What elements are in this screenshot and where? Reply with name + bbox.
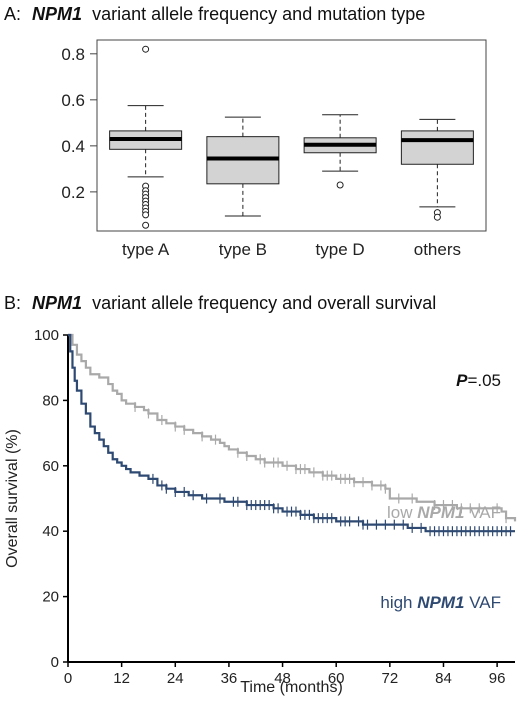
survival-chart: 0 20 40 60 80 100 0 12 24 36 48 60 72 84 96 Time (mont…: [4, 327, 517, 696]
boxplot-frame: [96, 39, 487, 232]
y-tick-label: 40: [42, 523, 59, 540]
low-vaf-label-post: VAF: [464, 503, 501, 522]
outlier-point: [142, 221, 150, 229]
boxplot-y-axis: 0.2 0.4 0.6 0.8: [61, 45, 97, 202]
survival-curve-high-vaf: [68, 333, 515, 533]
x-tick-label: 96: [489, 670, 506, 687]
x-tick-label: 84: [435, 670, 452, 687]
x-axis-title: Time (months): [240, 679, 343, 696]
survival-curve-low-vaf: [68, 333, 517, 522]
y-tick-label: 0: [51, 654, 59, 671]
panel-a-title-text: variant allele frequency and mutation ty…: [87, 4, 425, 24]
y-tick-label: 100: [34, 327, 59, 344]
y-tick-label: 0.4: [61, 137, 85, 156]
x-tick-label: type D: [316, 240, 365, 259]
y-tick-label: 0.2: [61, 183, 85, 202]
y-tick-label: 20: [42, 589, 59, 606]
survival-axes: 0 20 40 60 80 100 0 12 24 36 48 60 72 84 96: [34, 327, 515, 687]
high-vaf-label-pre: high: [380, 593, 417, 612]
y-tick-label: 0.8: [61, 45, 85, 64]
panel-b-title-gene: NPM1: [32, 293, 82, 313]
y-axis-title: Overall survival (%): [4, 429, 21, 568]
x-tick-label: 24: [167, 670, 184, 687]
panel-a-title: A: NPM1 variant allele frequency and mut…: [4, 4, 425, 24]
boxplot-x-axis: type A type B type D others: [122, 240, 461, 259]
box: [400, 130, 474, 165]
x-tick-label: 60: [328, 670, 345, 687]
x-tick-label: type B: [219, 240, 267, 259]
x-tick-label: 12: [113, 670, 130, 687]
p-value-number: =.05: [467, 371, 501, 390]
x-tick-label: 0: [64, 670, 72, 687]
high-vaf-label-gene: NPM1: [417, 593, 464, 612]
x-tick-label: 48: [274, 670, 291, 687]
outlier-point: [142, 45, 150, 53]
high-vaf-label: high NPM1 VAF: [380, 593, 501, 612]
y-tick-label: 0.6: [61, 91, 85, 110]
high-vaf-label-post: VAF: [464, 593, 501, 612]
outlier-point: [433, 213, 441, 221]
panel-b-title-text: variant allele frequency and overall sur…: [87, 293, 436, 313]
outlier-point: [336, 181, 344, 189]
low-vaf-label-gene: NPM1: [417, 503, 464, 522]
boxplot-chart: 0.2 0.4 0.6 0.8 type A type B type D others: [61, 39, 487, 259]
panel-b-label: B:: [4, 293, 21, 313]
x-tick-label: 72: [381, 670, 398, 687]
x-tick-label: 36: [221, 670, 238, 687]
y-tick-label: 60: [42, 458, 59, 475]
panel-a-title-gene: NPM1: [32, 4, 82, 24]
p-value-symbol: P: [456, 371, 468, 390]
boxplot-marks: [109, 45, 474, 229]
x-tick-label: others: [414, 240, 461, 259]
panel-a-label: A:: [4, 4, 21, 24]
p-value-label: P=.05: [456, 371, 501, 390]
low-vaf-label-pre: low: [387, 503, 417, 522]
survival-series: [68, 333, 517, 537]
panel-b-title: B: NPM1 variant allele frequency and ove…: [4, 293, 436, 313]
x-tick-label: type A: [122, 240, 170, 259]
y-tick-label: 80: [42, 392, 59, 409]
low-vaf-label: low NPM1 VAF: [387, 503, 501, 522]
outlier-point: [142, 211, 150, 219]
